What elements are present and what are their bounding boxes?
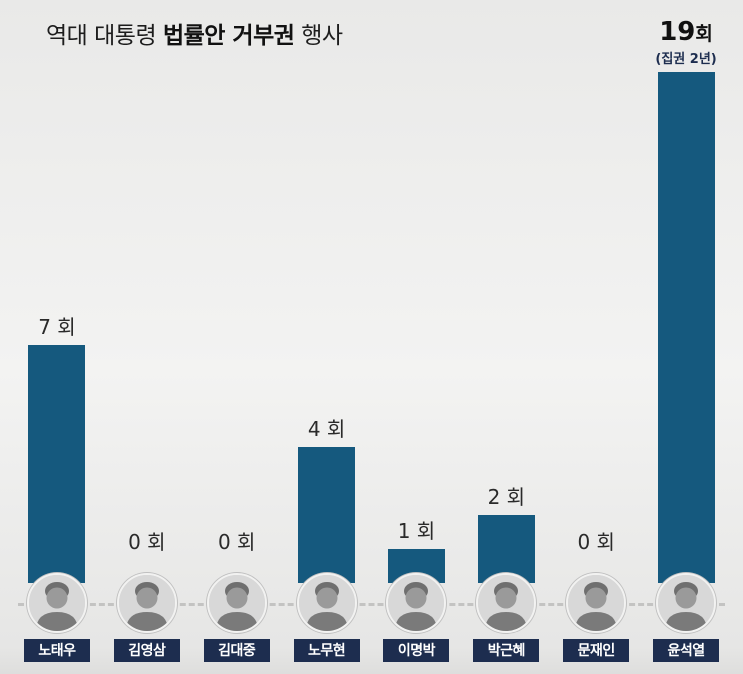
bar	[657, 72, 715, 583]
value-label: 1 회	[398, 521, 435, 542]
president-name-label: 윤석열	[653, 639, 720, 662]
person-silhouette-icon	[388, 575, 445, 631]
person-silhouette-icon	[118, 575, 175, 631]
value-label: 2 회	[488, 487, 525, 508]
president-name-label: 박근혜	[473, 639, 540, 662]
person-silhouette-icon	[568, 575, 625, 631]
value-label: 7 회	[38, 317, 75, 338]
bar-column: 0 회 김영삼	[102, 532, 192, 662]
person-silhouette-icon	[658, 575, 715, 631]
chart-title-prefix: 역대 대통령	[46, 23, 157, 49]
chart-title-suffix: 행사	[301, 23, 343, 49]
value-label: 0 회	[577, 532, 614, 553]
value-number: 2 회	[487, 485, 526, 509]
president-name-label: 문재인	[563, 639, 630, 662]
president-name-label: 김영삼	[113, 639, 180, 662]
value-unit: 회	[695, 22, 713, 45]
president-photo	[656, 573, 717, 633]
bar	[477, 515, 535, 583]
bar-column: 2 회 박근혜	[461, 487, 551, 662]
person-silhouette-icon	[28, 575, 85, 631]
value-number: 7 회	[38, 315, 76, 339]
president-name-label: 이명박	[383, 639, 450, 662]
president-photo	[116, 573, 177, 633]
president-photo	[26, 573, 87, 633]
value-number: 0 회	[217, 530, 256, 554]
person-silhouette-icon	[208, 575, 265, 631]
chart-title-emphasis: 법률안 거부권	[162, 23, 295, 49]
president-photo	[206, 573, 267, 633]
person-silhouette-icon	[298, 575, 355, 631]
bar	[298, 447, 356, 583]
president-name-label: 김대중	[203, 639, 270, 662]
president-photo	[476, 573, 537, 633]
value-number: 0 회	[128, 530, 166, 554]
value-number: 19	[659, 16, 696, 47]
tenure-annotation: (집권 2년)	[655, 52, 717, 67]
president-name-label: 노태우	[23, 639, 90, 662]
bar-row: 7 회 노태우 0 회	[12, 16, 731, 662]
bar	[28, 345, 86, 583]
value-label: 0 회	[218, 532, 255, 553]
bar-column: 1 회 이명박	[372, 521, 462, 662]
person-silhouette-icon	[478, 575, 535, 631]
value-label: 0 회	[128, 532, 165, 553]
value-label: 19회	[659, 16, 713, 47]
bar-column: 4 회 노무현	[282, 419, 372, 662]
president-photo	[296, 573, 357, 633]
bar-column: 19회 (집권 2년) 윤석열	[641, 16, 731, 662]
president-photo	[566, 573, 627, 633]
president-photo	[386, 573, 447, 633]
president-name-label: 노무현	[293, 639, 360, 662]
bar-column: 7 회 노태우	[12, 317, 102, 662]
value-label: 4 회	[308, 419, 345, 440]
chart-title: 역대 대통령 법률안 거부권 행사	[46, 16, 343, 50]
value-number: 1 회	[397, 519, 436, 543]
bar-column: 0 회 문재인	[551, 532, 641, 662]
axis-baseline	[18, 603, 725, 606]
bar-column: 0 회 김대중	[192, 532, 282, 662]
value-number: 4 회	[307, 417, 346, 441]
value-number: 0 회	[577, 530, 615, 554]
